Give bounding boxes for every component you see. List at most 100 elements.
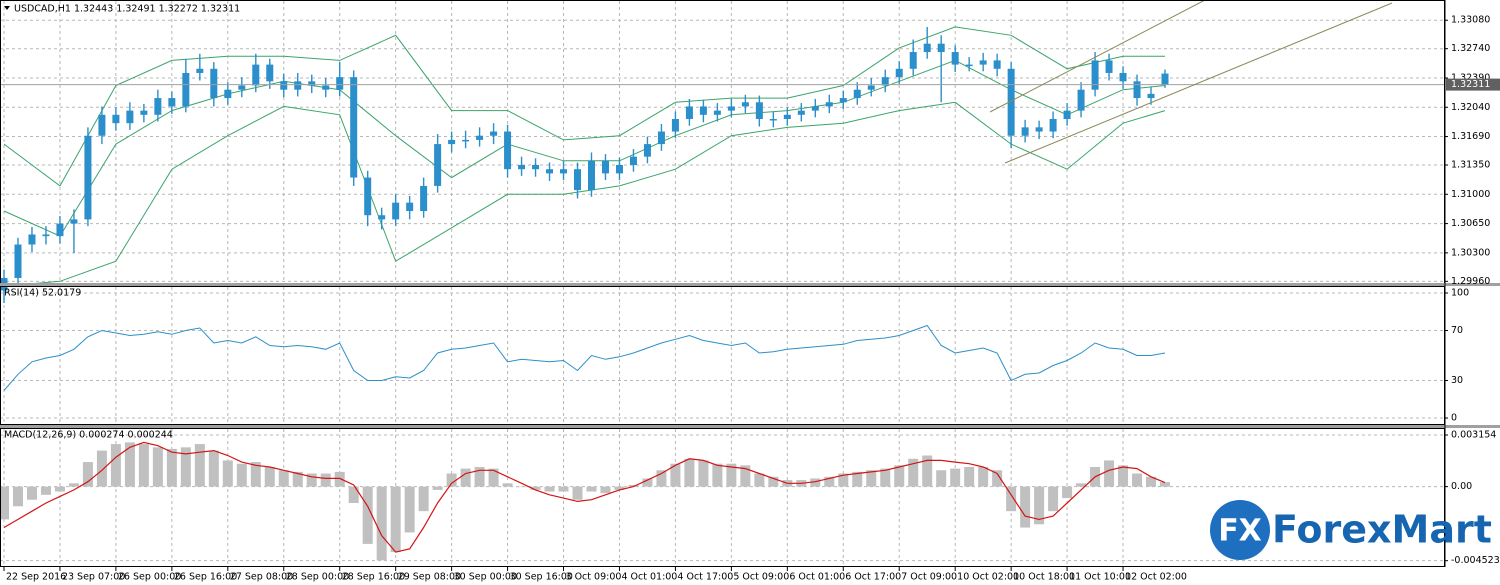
macd-bar bbox=[726, 463, 737, 487]
menu-arrow[interactable] bbox=[4, 6, 10, 10]
x-tick-label: 12 Oct 02:00 bbox=[1125, 572, 1187, 583]
candle-body bbox=[1147, 93, 1155, 99]
macd-bar bbox=[838, 473, 849, 487]
macd-bar bbox=[390, 486, 401, 553]
trend-line bbox=[1004, 2, 1393, 164]
macd-bar bbox=[222, 460, 233, 487]
candle-body bbox=[238, 85, 246, 90]
x-tick-label: 7 Oct 09:00 bbox=[901, 572, 957, 583]
candle-body bbox=[140, 110, 148, 115]
candle-body bbox=[797, 110, 805, 115]
candle-body bbox=[182, 72, 190, 107]
x-tick-label: 3 Oct 09:00 bbox=[566, 572, 622, 583]
macd-bar bbox=[852, 471, 863, 487]
macd-bar bbox=[376, 486, 387, 561]
candle-body bbox=[615, 165, 623, 174]
macd-bar bbox=[670, 463, 681, 487]
candle-body bbox=[965, 64, 973, 67]
macd-bar bbox=[362, 486, 373, 544]
x-tick-label: 30 Sep 16:00 bbox=[510, 572, 573, 583]
candle-body bbox=[392, 202, 400, 220]
y-tick-label: 70 bbox=[1451, 325, 1463, 336]
candle-body bbox=[462, 139, 470, 142]
macd-bar bbox=[712, 463, 723, 487]
macd-bar bbox=[138, 444, 149, 487]
macd-bar bbox=[96, 450, 107, 487]
macd-bar bbox=[502, 483, 513, 487]
macd-bar bbox=[236, 463, 247, 487]
candle-body bbox=[1063, 110, 1071, 119]
candle-body bbox=[1077, 89, 1085, 111]
macd-bar bbox=[418, 486, 429, 512]
macd-bar bbox=[1118, 465, 1129, 487]
y-tick-label: 1.31690 bbox=[1451, 131, 1490, 142]
macd-bar bbox=[1062, 486, 1073, 499]
macd-bar bbox=[936, 470, 947, 487]
candle-body bbox=[504, 131, 512, 170]
macd-bar bbox=[68, 483, 79, 487]
candle-body bbox=[336, 77, 344, 90]
logo-circle bbox=[1210, 500, 1270, 560]
candle-body bbox=[476, 135, 484, 140]
x-tick-label: 22 Sep 2016 bbox=[6, 572, 66, 583]
macd-bar bbox=[614, 486, 625, 490]
x-tick-label: 5 Oct 09:00 bbox=[733, 572, 789, 583]
macd-bar bbox=[460, 468, 471, 487]
y-tick-label: 0.003154 bbox=[1451, 429, 1496, 440]
candle-body bbox=[1105, 60, 1113, 73]
macd-bar bbox=[880, 468, 891, 487]
macd-bar bbox=[348, 486, 359, 503]
macd-bar bbox=[642, 478, 653, 487]
logo-name: ForexMart bbox=[1272, 508, 1492, 552]
y-tick-label: 1.30650 bbox=[1451, 218, 1490, 229]
candle-body bbox=[308, 81, 316, 86]
candle-body bbox=[587, 160, 595, 191]
macd-bar bbox=[12, 486, 23, 507]
candle-body bbox=[420, 185, 428, 212]
candle-body bbox=[532, 165, 540, 170]
macd-bar bbox=[1020, 486, 1031, 528]
macd-bar bbox=[208, 450, 219, 487]
candle-body bbox=[112, 114, 120, 124]
last-price-label: 1.32311 bbox=[1451, 79, 1490, 90]
candle-body bbox=[28, 234, 36, 245]
macd-bar bbox=[768, 476, 779, 487]
macd-bar bbox=[306, 473, 317, 487]
candle-body bbox=[671, 118, 679, 132]
macd-bar bbox=[1076, 483, 1087, 487]
candle-body bbox=[574, 169, 582, 191]
macd-bar bbox=[908, 458, 919, 487]
macd-bar bbox=[964, 466, 975, 487]
candle-body bbox=[937, 43, 945, 53]
candle-body bbox=[518, 165, 526, 170]
y-tick-label: -0.004523 bbox=[1451, 555, 1500, 566]
macd-title: MACD(12,26,9) 0.000274 0.000244 bbox=[4, 430, 173, 441]
y-tick-label: 1.33080 bbox=[1451, 15, 1490, 26]
candle-body bbox=[42, 234, 50, 237]
candle-body bbox=[881, 77, 889, 86]
x-tick-label: 28 Sep 00:00 bbox=[286, 572, 349, 583]
y-tick-label: 1.32040 bbox=[1451, 102, 1490, 113]
logo-mark: FX bbox=[1218, 514, 1262, 549]
x-tick-label: 10 Oct 02:00 bbox=[957, 572, 1019, 583]
y-tick-label: 1.32390 bbox=[1451, 72, 1490, 83]
macd-bar bbox=[1160, 482, 1170, 487]
candle-body bbox=[1049, 118, 1057, 132]
candle-body bbox=[434, 144, 442, 186]
macd-bar bbox=[1132, 473, 1143, 487]
candle-body bbox=[196, 68, 204, 73]
candle-body bbox=[629, 156, 637, 166]
macd-bar bbox=[1034, 486, 1045, 525]
candle-body bbox=[951, 52, 959, 65]
grid-layer bbox=[0, 1, 1445, 567]
macd-bar bbox=[628, 484, 639, 487]
macd-bar bbox=[152, 447, 163, 487]
y-tick-label: 1.29960 bbox=[1451, 276, 1490, 287]
candle-body bbox=[867, 85, 875, 90]
panel-separator bbox=[0, 283, 1500, 286]
price-title: USDCAD,H1 1.32443 1.32491 1.32272 1.3231… bbox=[14, 4, 240, 15]
x-tick-label: 11 Oct 10:00 bbox=[1069, 572, 1131, 583]
macd-bar bbox=[446, 473, 457, 487]
candle-body bbox=[643, 144, 651, 157]
candle-body bbox=[1035, 127, 1043, 132]
